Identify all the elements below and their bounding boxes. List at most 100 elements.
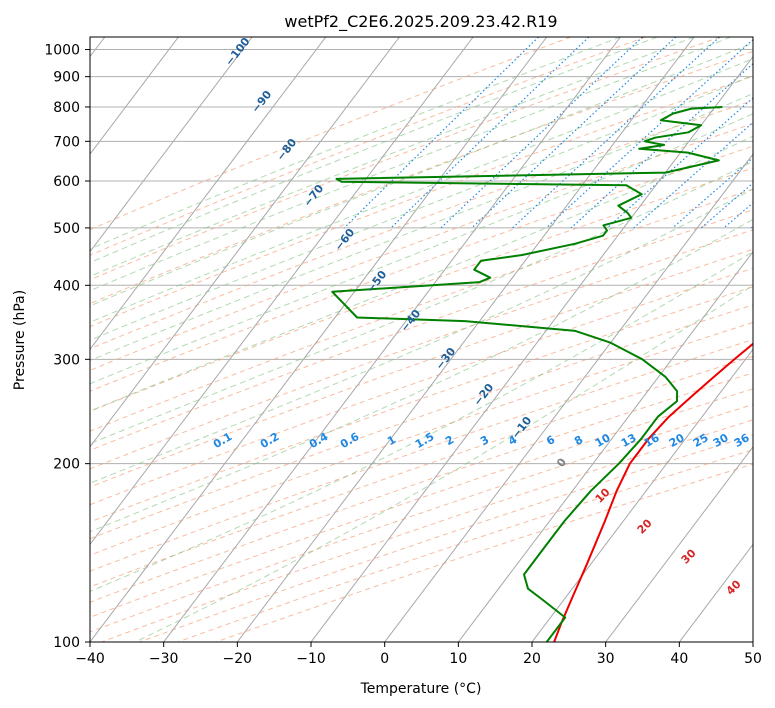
dry-adiabat-line bbox=[90, 188, 753, 432]
x-tick-label: 40 bbox=[670, 651, 688, 667]
isotherm-label: −100 bbox=[223, 35, 253, 69]
dry-adiabat-line bbox=[90, 403, 753, 633]
moist-adiabat-line bbox=[90, 57, 753, 323]
isotherm-line bbox=[163, 37, 621, 642]
dry-adiabat-label: 30 bbox=[679, 546, 699, 566]
mixing-ratio-line bbox=[700, 182, 753, 229]
moist-adiabat-line bbox=[90, 92, 753, 361]
isotherm-label: −50 bbox=[364, 268, 390, 296]
isotherm-label: −20 bbox=[471, 381, 497, 409]
dry-adiabat-label: 20 bbox=[635, 516, 655, 536]
isotherm-line bbox=[90, 37, 327, 351]
y-tick-label: 100 bbox=[53, 635, 80, 651]
x-axis-ticks: −40 −30 −20 −10 0 10 20 30 40 50 bbox=[75, 642, 762, 667]
x-tick-label: −20 bbox=[223, 651, 253, 667]
dry-adiabat-line bbox=[90, 37, 721, 281]
dry-adiabat-line bbox=[90, 50, 753, 305]
mixing-ratio-label: 36 bbox=[732, 431, 752, 450]
y-tick-label: 700 bbox=[53, 134, 80, 150]
x-tick-label: 10 bbox=[449, 651, 467, 667]
moist-adiabat-line bbox=[90, 74, 753, 341]
mixing-ratio-line bbox=[343, 37, 540, 229]
x-tick-label: 30 bbox=[597, 651, 615, 667]
dry-adiabat-line bbox=[90, 286, 753, 523]
mixing-ratio-line bbox=[390, 37, 590, 229]
y-axis-label: Pressure (hPa) bbox=[12, 290, 28, 390]
moist-adiabat-line bbox=[90, 135, 753, 412]
y-tick-label: 1000 bbox=[44, 43, 80, 59]
dry-adiabat-line bbox=[90, 304, 753, 540]
dry-adiabat-line bbox=[90, 372, 753, 603]
temperature-profile bbox=[553, 342, 753, 642]
dry-adiabat-label: 10 bbox=[593, 485, 613, 505]
mixing-ratio-label: 1 bbox=[385, 433, 398, 448]
x-tick-label: 0 bbox=[380, 651, 389, 667]
x-tick-label: 20 bbox=[523, 651, 541, 667]
profile-series bbox=[331, 106, 753, 642]
isotherm-line bbox=[90, 37, 179, 155]
isotherm-line bbox=[457, 250, 753, 642]
moist-adiabat-line bbox=[90, 160, 753, 445]
dry-adiabat-line bbox=[90, 267, 753, 506]
mixing-ratio-label: 3 bbox=[478, 433, 491, 448]
mixing-ratio-line bbox=[750, 225, 753, 229]
mixing-ratio-line bbox=[606, 97, 753, 229]
dry-adiabat-line bbox=[90, 209, 753, 451]
mixing-ratio-label: 20 bbox=[667, 431, 687, 450]
y-tick-label: 600 bbox=[53, 174, 80, 190]
dry-adiabat-line bbox=[90, 321, 753, 556]
dry-adiabat-line bbox=[101, 419, 753, 642]
dry-adiabat-line bbox=[215, 463, 753, 642]
isotherm-label: −70 bbox=[301, 182, 327, 210]
moist-adiabat-line bbox=[90, 37, 732, 292]
moist-adiabat-line bbox=[90, 188, 753, 484]
isotherm-line bbox=[90, 37, 253, 253]
mixing-ratio-line bbox=[471, 37, 677, 229]
mixing-ratio-label: 0.6 bbox=[338, 430, 362, 451]
mixing-ratio-lines bbox=[343, 37, 753, 229]
y-tick-label: 900 bbox=[53, 70, 80, 86]
moist-adiabats bbox=[90, 37, 753, 642]
dry-adiabat-line bbox=[90, 123, 753, 371]
y-tick-label: 200 bbox=[53, 457, 80, 473]
mixing-ratio-line bbox=[440, 37, 643, 229]
mixing-ratio-label: 6 bbox=[544, 433, 557, 448]
isotherm-line bbox=[310, 55, 753, 642]
x-tick-label: 50 bbox=[744, 651, 762, 667]
isotherm-line bbox=[90, 37, 548, 642]
moist-adiabat-line bbox=[90, 251, 753, 592]
x-tick-label: −40 bbox=[75, 651, 105, 667]
isotherm-line bbox=[384, 153, 753, 642]
y-tick-label: 500 bbox=[53, 221, 80, 237]
plot-area: −100−90−80−70−60−50−40−30−20−10010203040… bbox=[90, 35, 753, 642]
dry-adiabat-line bbox=[90, 388, 753, 618]
y-tick-label: 300 bbox=[53, 352, 80, 368]
moist-adiabat-line bbox=[90, 37, 621, 250]
dry-adiabat-line bbox=[90, 37, 572, 231]
mixing-ratio-label: 10 bbox=[593, 431, 613, 450]
dry-adiabat-line bbox=[90, 145, 753, 392]
mixing-ratio-line bbox=[512, 37, 721, 229]
dry-adiabats bbox=[90, 37, 753, 642]
plot-frame bbox=[89, 36, 754, 643]
dry-adiabat-label: 40 bbox=[724, 577, 744, 597]
x-tick-label: −10 bbox=[296, 651, 326, 667]
y-tick-label: 400 bbox=[53, 278, 80, 294]
mixing-ratio-label: 8 bbox=[572, 433, 585, 448]
isotherm-label: −60 bbox=[332, 226, 358, 254]
dry-adiabat-line bbox=[90, 248, 753, 488]
isotherm-line bbox=[531, 348, 753, 642]
isotherms bbox=[90, 37, 753, 642]
mixing-ratio-label: 13 bbox=[619, 431, 639, 450]
isotherm-label: −30 bbox=[433, 345, 459, 373]
isotherm-line bbox=[90, 37, 474, 546]
isotherm-label: −80 bbox=[274, 136, 300, 164]
moist-adiabat-line bbox=[90, 37, 695, 277]
y-axis-ticks: 1000 900 800 700 600 500 400 300 200 100 bbox=[44, 43, 90, 651]
isotherm-line bbox=[90, 37, 400, 448]
isotherm-label: −90 bbox=[249, 88, 275, 116]
mixing-ratio-label: 30 bbox=[711, 431, 731, 450]
moist-adiabat-line bbox=[90, 218, 753, 533]
dry-adiabat-line bbox=[90, 229, 753, 470]
